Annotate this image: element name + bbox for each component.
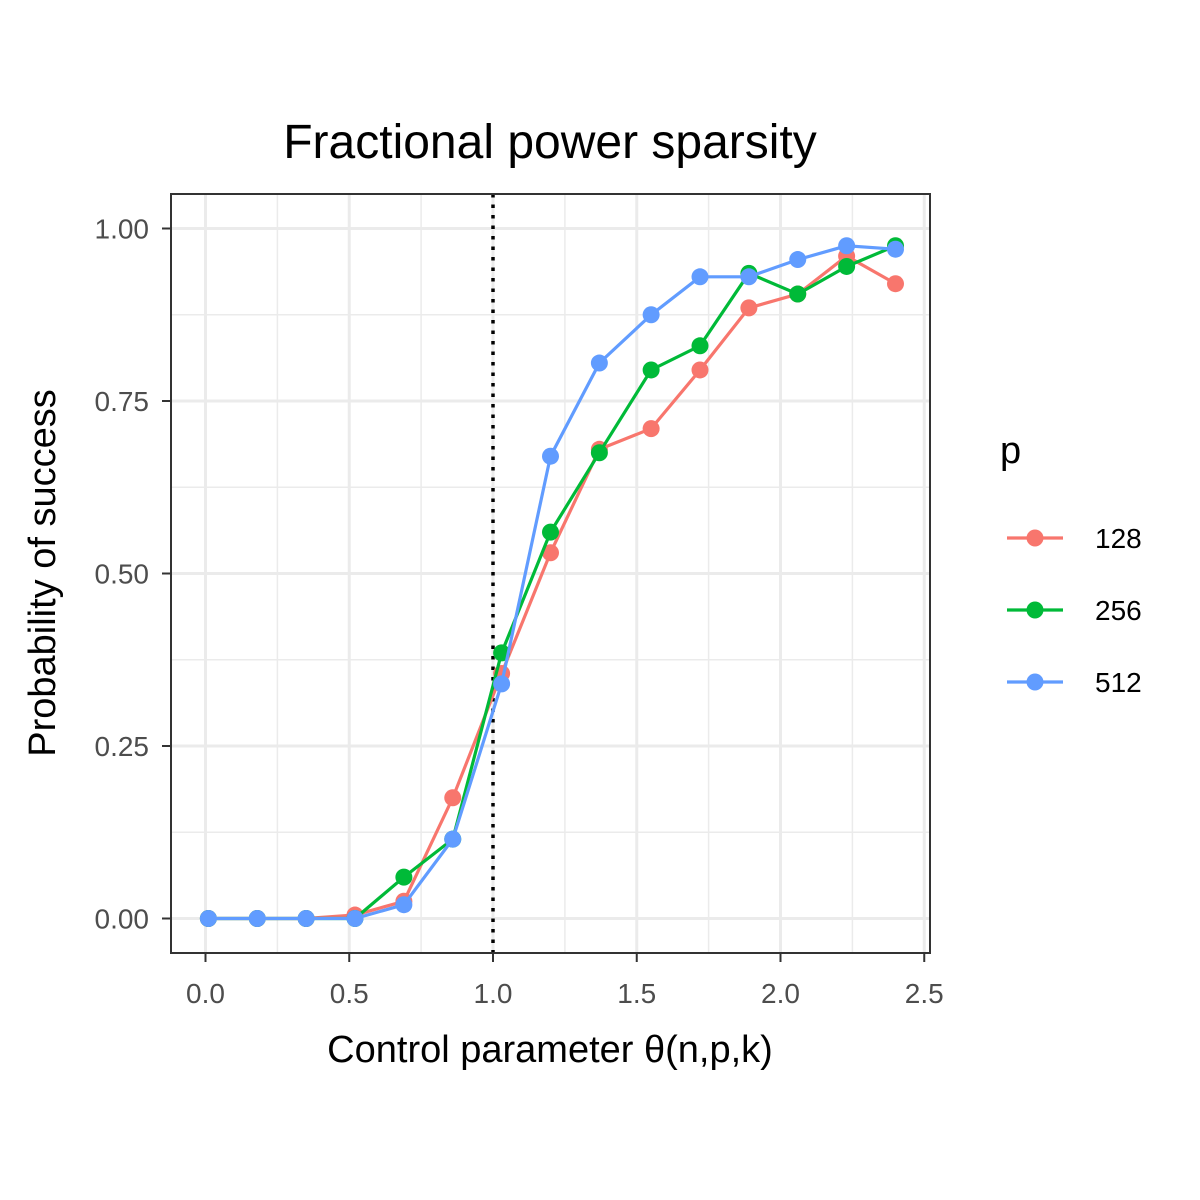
y-tick-label: 0.75	[95, 386, 150, 417]
y-tick-label: 0.25	[95, 731, 150, 762]
data-point-512	[691, 268, 709, 286]
data-point-256	[590, 444, 608, 462]
series-512	[199, 237, 904, 927]
data-point-256	[642, 361, 660, 379]
data-point-256	[838, 257, 856, 275]
data-point-512	[887, 240, 904, 258]
data-point-512	[642, 306, 660, 324]
data-point-512	[248, 910, 266, 927]
data-point-512	[542, 447, 559, 465]
chart-title: Fractional power sparsity	[283, 116, 817, 169]
data-point-512	[297, 910, 315, 927]
data-point-128	[444, 789, 462, 807]
series-line-256	[208, 244, 897, 921]
data-point-512	[395, 896, 413, 914]
data-point-256	[542, 523, 559, 541]
data-point-128	[740, 299, 758, 317]
data-point-512	[444, 830, 462, 848]
legend-item-256: 256	[1007, 595, 1142, 626]
data-point-256	[691, 337, 709, 355]
legend-label: 256	[1095, 595, 1142, 626]
x-tick-label: 1.0	[474, 978, 513, 1009]
series-128	[199, 247, 904, 927]
legend-item-512: 512	[1007, 667, 1142, 698]
series-line-512	[208, 244, 896, 921]
data-point-512	[493, 675, 511, 693]
data-point-512	[789, 251, 807, 269]
x-tick-label: 0.5	[330, 978, 369, 1009]
data-point-512	[346, 910, 364, 927]
y-tick-label: 0.50	[95, 559, 150, 590]
data-point-512	[590, 354, 608, 372]
legend-key-point	[1026, 601, 1044, 619]
y-tick-label: 1.00	[95, 214, 150, 245]
x-tick-label: 1.5	[617, 978, 656, 1009]
data-point-128	[542, 544, 559, 562]
legend-title: p	[1000, 430, 1021, 472]
data-point-128	[691, 361, 709, 379]
x-tick-label: 2.5	[905, 978, 944, 1009]
series-256	[199, 237, 904, 927]
grid-lines	[171, 194, 930, 953]
data-point-512	[740, 268, 758, 286]
data-point-128	[887, 275, 904, 293]
legend: p 128 256 512	[1000, 430, 1142, 698]
legend-label: 128	[1095, 523, 1142, 554]
legend-key-point	[1026, 529, 1044, 547]
legend-label: 512	[1095, 667, 1142, 698]
legend-item-128: 128	[1007, 523, 1142, 554]
data-point-128	[642, 420, 660, 438]
data-point-512	[838, 237, 856, 255]
data-point-256	[789, 285, 807, 303]
y-tick-label: 0.00	[95, 904, 150, 935]
series-group	[199, 237, 904, 927]
x-axis-title: Control parameter θ(n,p,k)	[327, 1029, 773, 1071]
data-point-512	[199, 910, 217, 927]
legend-key-point	[1026, 673, 1044, 691]
x-tick-label: 0.0	[186, 978, 225, 1009]
series-line-128	[208, 254, 897, 921]
y-axis-title: Probability of success	[22, 389, 64, 757]
data-point-256	[395, 868, 413, 886]
x-tick-label: 2.0	[761, 978, 800, 1009]
axis-ticks: 0.0 0.5 1.0 1.5 2.0 2.5 0.00 0.25 0.50 0.75 1.00	[95, 214, 944, 1010]
